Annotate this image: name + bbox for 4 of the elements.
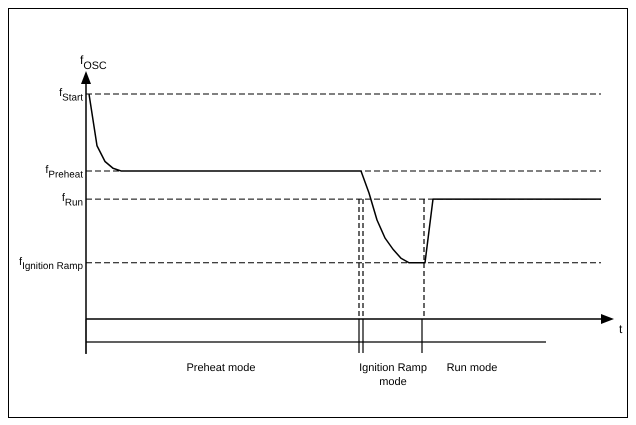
text: Run mode	[446, 362, 498, 374]
text: Preheat mode	[185, 361, 257, 375]
x-axis-title: t	[619, 322, 623, 336]
text: Ignition Ramp mode	[358, 361, 428, 389]
